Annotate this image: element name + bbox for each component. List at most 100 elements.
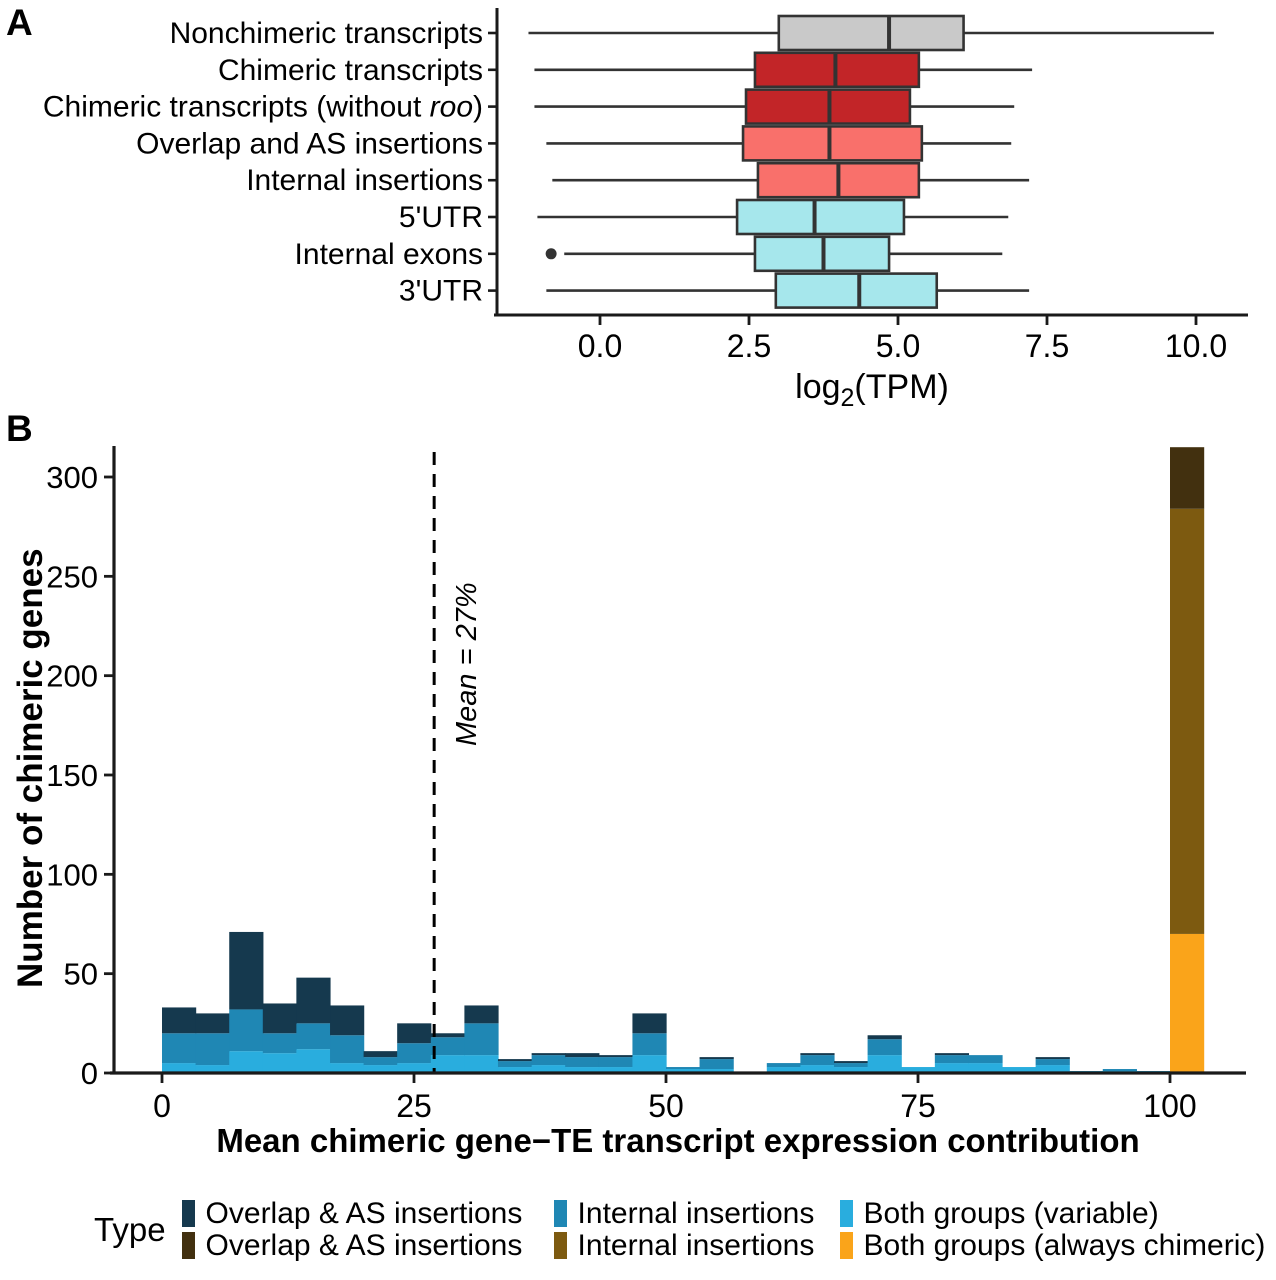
hist-bar-segment	[464, 1005, 499, 1024]
legend-swatch-overlap-as-variable	[181, 1200, 195, 1227]
legend-item: Internal insertions	[553, 1196, 840, 1231]
category-label: Internal insertions	[246, 164, 483, 197]
hist-bar-segment	[464, 1023, 499, 1056]
hist-bar-segment	[699, 1057, 734, 1060]
x-tick-label: 2.5	[727, 328, 771, 364]
hist-bar-segment	[1170, 447, 1205, 509]
y-tick-label: 150	[46, 758, 98, 793]
legend-swatch-both-always	[839, 1232, 853, 1259]
category-label-part: Chimeric transcripts (without	[43, 91, 430, 124]
hist-bar-segment	[800, 1053, 835, 1056]
legend-item: Internal insertions	[553, 1228, 840, 1263]
hist-bar-segment	[296, 1049, 331, 1073]
x-axis-title: log2(TPM)	[795, 368, 949, 410]
category-label-part: Nonchimeric transcripts	[170, 17, 483, 50]
legend: Type Overlap & AS insertions Internal in…	[94, 1196, 1265, 1263]
boxplot-row: Overlap and AS insertions	[136, 125, 1012, 162]
category-label: Chimeric transcripts	[218, 54, 483, 87]
y-axis-title: Number of chimeric genes	[11, 548, 50, 988]
x-tick-label: 10.0	[1165, 328, 1227, 364]
y-tick-label: 100	[46, 857, 98, 892]
hist-bar-segment	[934, 1063, 970, 1073]
hist-bar-segment	[430, 1033, 466, 1038]
box	[774, 272, 939, 309]
legend-label: Both groups (variable)	[863, 1196, 1159, 1230]
legend-label: Internal insertions	[577, 1196, 815, 1230]
legend-title: Type	[94, 1210, 166, 1248]
hist-bar-segment	[497, 1067, 533, 1073]
category-label-part: Chimeric transcripts	[218, 54, 483, 87]
hist-bar-segment	[565, 1067, 600, 1073]
legend-item: Both groups (always chimeric)	[839, 1229, 1265, 1263]
hist-bar-segment	[330, 1005, 365, 1036]
category-label: Internal exons	[295, 238, 483, 271]
hist-bar-segment	[531, 1053, 566, 1056]
hist-bar-segment	[934, 1055, 970, 1064]
hist-bar-segment	[363, 1065, 398, 1073]
hist-bar-segment	[1102, 1069, 1137, 1072]
category-label-part: Internal insertions	[246, 164, 483, 197]
legend-swatch-overlap-as-always	[181, 1232, 195, 1259]
hist-bar-segment	[1001, 1067, 1037, 1073]
category-label-part: roo	[430, 91, 473, 124]
y-tick-label: 250	[46, 559, 98, 594]
hist-bar-segment	[867, 1055, 902, 1073]
hist-bar-segment	[598, 1057, 633, 1068]
hist-bar-segment	[195, 1065, 230, 1073]
hist-bar-segment	[800, 1055, 835, 1066]
hist-bar-segment	[464, 1055, 499, 1073]
y-tick-label: 200	[46, 659, 98, 694]
hist-bar-segment	[598, 1055, 633, 1058]
hist-bar-segment	[195, 1033, 230, 1066]
hist-bar-segment	[632, 1055, 667, 1073]
x-tick-label: 50	[648, 1088, 684, 1124]
hist-bar-segment	[666, 1067, 701, 1070]
panel-b-letter: B	[6, 408, 33, 449]
legend-label: Overlap & AS insertions	[205, 1228, 523, 1262]
legend-swatch-both-variable	[839, 1200, 853, 1227]
hist-bar-segment	[699, 1059, 734, 1070]
category-label-part: 3'UTR	[399, 275, 483, 308]
x-axis-title-part: log	[795, 368, 840, 406]
hist-bar-segment	[162, 1007, 197, 1034]
hist-bar-segment	[699, 1069, 734, 1073]
boxplot-row: Chimeric transcripts (without roo)	[43, 88, 1015, 125]
x-tick-label: 7.5	[1025, 328, 1069, 364]
box	[741, 125, 924, 162]
x-tick-label: 100	[1143, 1088, 1196, 1124]
boxplot-row: Nonchimeric transcripts	[170, 14, 1214, 52]
hist-bar-segment	[800, 1065, 835, 1073]
hist-bar-segment	[296, 1023, 331, 1050]
box	[735, 198, 906, 236]
hist-bar-segment	[1170, 508, 1205, 934]
hist-bar-segment	[262, 1053, 297, 1073]
hist-bar-segment	[1035, 1065, 1070, 1073]
hist-bar-segment	[363, 1057, 398, 1066]
hist-bar-segment	[968, 1063, 1003, 1073]
boxplot-row: Internal exons	[295, 235, 1003, 273]
hist-bar-segment	[531, 1055, 566, 1066]
boxplot-row: 3'UTR	[399, 272, 1030, 309]
hist-bar-segment	[766, 1063, 801, 1068]
x-tick-label: 0.0	[578, 328, 622, 364]
hist-bar-segment	[497, 1061, 533, 1068]
mean-line-label: Mean = 27%	[451, 582, 483, 746]
y-tick-label: 0	[81, 1056, 98, 1091]
hist-bar-segment	[531, 1065, 566, 1073]
x-tick-label: 75	[900, 1088, 936, 1124]
hist-bar-segment	[330, 1035, 365, 1064]
legend-swatch-internal-variable	[553, 1200, 567, 1227]
hist-bar-segment	[834, 1067, 869, 1073]
hist-bar-segment	[1170, 933, 1205, 1073]
hist-bar-segment	[497, 1059, 533, 1062]
legend-label: Internal insertions	[577, 1228, 815, 1262]
outlier-point	[545, 248, 557, 260]
hist-bar-segment	[565, 1057, 600, 1068]
x-axis-title-subscript: 2	[841, 384, 855, 410]
legend-grid: Overlap & AS insertions Internal inserti…	[181, 1196, 1265, 1263]
category-label-part: Internal exons	[295, 238, 483, 271]
category-label-part: 5'UTR	[399, 201, 483, 234]
legend-item: Overlap & AS insertions	[181, 1197, 554, 1231]
hist-bar-segment	[363, 1051, 398, 1058]
